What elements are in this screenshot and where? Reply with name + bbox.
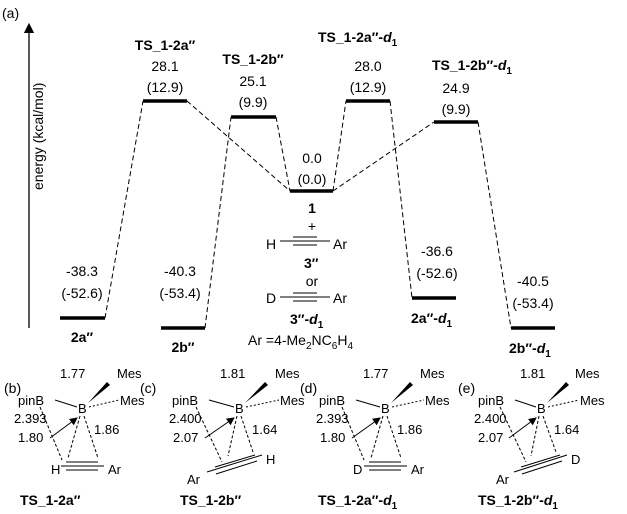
- panel-d-pinb: pinB: [319, 393, 345, 408]
- panel-d-d3: 1.86: [397, 422, 422, 437]
- value-ts-2a-d1-paren: (12.9): [350, 79, 387, 95]
- value-2b-d1: -40.5: [517, 273, 549, 289]
- plus-sign: +: [308, 218, 316, 234]
- connectors: [104, 100, 512, 329]
- panel-c-d3: 1.64: [252, 422, 277, 437]
- panel-e: (e) 1.81 Mes pinB B Mes 2.400 2.07 1.64 …: [458, 366, 605, 512]
- panel-b-bb: 1.77: [60, 366, 85, 381]
- panel-e-b: B: [537, 401, 546, 416]
- panel-e-d2: 2.07: [478, 430, 503, 445]
- panel-c-left-atom: Ar: [187, 472, 201, 487]
- panel-b-pinb: pinB: [18, 393, 44, 408]
- label-ts-2a: TS_1-2a″: [135, 37, 196, 53]
- value-2a-paren: (-52.6): [61, 285, 102, 301]
- value-2b-paren: (-53.4): [159, 285, 200, 301]
- panel-d-mes-top: Mes: [420, 366, 445, 381]
- panel-c-mes-right: Mes: [280, 393, 305, 408]
- value-reactant-paren: (0.0): [298, 171, 327, 187]
- panel-d-mes-right: Mes: [425, 393, 450, 408]
- panel-e-tag: (e): [458, 380, 475, 396]
- value-2a-d1: -36.6: [421, 243, 453, 259]
- panel-c-d1: 2.400: [169, 411, 202, 426]
- reactant-block: + H Ar 3″ or D Ar 3″-d1 Ar =4-Me2NC6H4: [248, 218, 353, 352]
- panel-c-title: TS_1-2b″: [180, 492, 241, 508]
- panel-d-d2: 1.80: [320, 430, 345, 445]
- d-atom: D: [266, 290, 276, 306]
- panel-b-title: TS_1-2a″: [20, 492, 81, 508]
- panel-d-title: TS_1-2a″-d1: [318, 492, 398, 512]
- panel-d-tag: (d): [300, 380, 317, 396]
- panel-c-d2: 2.07: [173, 430, 198, 445]
- ar-definition: Ar =4-Me2NC6H4: [248, 332, 353, 352]
- label-reactant: 1: [308, 200, 316, 216]
- panel-b-mes-top: Mes: [117, 366, 142, 381]
- panel-c-b: B: [235, 401, 244, 416]
- value-ts-2b-d1-paren: (9.9): [442, 101, 471, 117]
- panel-c-tag: (c): [140, 380, 156, 396]
- value-2b: -40.3: [164, 263, 196, 279]
- panel-e-mes-right: Mes: [580, 393, 605, 408]
- alkyne-d1-label: 3″-d1: [290, 311, 324, 331]
- panel-c-right-atom: H: [266, 452, 275, 467]
- value-ts-2b-paren: (9.9): [239, 94, 268, 110]
- panel-b-d3: 1.86: [94, 422, 119, 437]
- panel-b-right-atom: Ar: [108, 462, 122, 477]
- panel-b-tag: (b): [4, 380, 21, 396]
- panel-e-left-atom: Ar: [496, 472, 510, 487]
- panel-e-mes-top: Mes: [575, 366, 600, 381]
- energy-axis-label: energy (kcal/mol): [30, 83, 46, 190]
- or-word: or: [306, 273, 319, 289]
- panel-b-mes-right: Mes: [120, 393, 145, 408]
- panel-b-d2: 1.80: [18, 430, 43, 445]
- panel-e-title: TS_1-2b″-d1: [478, 492, 558, 512]
- panel-b-left-atom: H: [51, 462, 60, 477]
- label-2a: 2a″: [71, 329, 94, 345]
- label-ts-2b-d1: TS_1-2b″-d1: [432, 57, 512, 77]
- panel-e-d1: 2.400: [474, 411, 507, 426]
- panel-d-bb: 1.77: [363, 366, 388, 381]
- panel-d-right-atom: Ar: [411, 462, 425, 477]
- panel-b-d1: 2.393: [14, 411, 47, 426]
- value-ts-2a-paren: (12.9): [147, 79, 184, 95]
- panel-c-pinb: pinB: [172, 393, 198, 408]
- value-2a-d1-paren: (-52.6): [416, 265, 457, 281]
- panel-c: (c) 1.81 Mes pinB B Mes 2.400 2.07 1.64 …: [140, 366, 305, 508]
- label-ts-2b: TS_1-2b″: [222, 51, 283, 67]
- panel-c-mes-top: Mes: [275, 366, 300, 381]
- alkyne-label: 3″: [304, 255, 319, 271]
- label-2b-d1: 2b″-d1: [509, 340, 551, 360]
- value-2a: -38.3: [66, 263, 98, 279]
- panel-b-b: B: [78, 401, 87, 416]
- value-ts-2a: 28.1: [151, 58, 178, 74]
- label-2b: 2b″: [171, 339, 194, 355]
- value-reactant: 0.0: [302, 150, 322, 166]
- panel-e-d3: 1.64: [554, 422, 579, 437]
- value-2b-d1-paren: (-53.4): [512, 295, 553, 311]
- label-ts-2a-d1: TS_1-2a″-d1: [318, 29, 398, 49]
- panel-d-b: B: [381, 401, 390, 416]
- panel-a: (a) energy (kcal/mol) -38.3 (-52.6) 2a″: [2, 5, 555, 360]
- value-ts-2a-d1: 28.0: [354, 58, 381, 74]
- panel-d-left-atom: D: [353, 462, 362, 477]
- label-2a-d1: 2a″-d1: [411, 310, 453, 330]
- h-atom: H: [266, 236, 276, 252]
- value-ts-2b-d1: 24.9: [442, 80, 469, 96]
- panel-a-tag: (a): [2, 5, 19, 21]
- panel-d: (d) 1.77 Mes pinB B Mes 2.393 1.80 1.86 …: [300, 366, 450, 512]
- ar-group: Ar: [333, 236, 347, 252]
- panel-c-bb: 1.81: [220, 366, 245, 381]
- value-ts-2b: 25.1: [239, 73, 266, 89]
- panel-e-pinb: pinB: [478, 393, 504, 408]
- panel-e-right-atom: D: [571, 452, 580, 467]
- ar-group-2: Ar: [333, 290, 347, 306]
- panel-e-bb: 1.81: [520, 366, 545, 381]
- panel-b: (b) 1.77 Mes pinB B Mes 2.393 1.80 1.86 …: [4, 366, 145, 508]
- panel-d-d1: 2.393: [316, 411, 349, 426]
